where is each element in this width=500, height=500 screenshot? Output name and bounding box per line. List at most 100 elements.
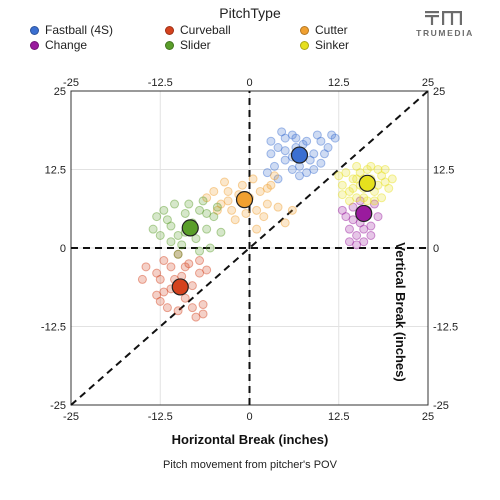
pitch-point bbox=[198, 300, 208, 310]
pitch-point bbox=[230, 215, 240, 225]
y-tick-label-left: -25 bbox=[50, 400, 66, 412]
pitch-point bbox=[155, 274, 165, 284]
y-tick-label-left: 0 bbox=[60, 243, 66, 255]
legend-title: PitchType bbox=[219, 5, 281, 21]
pitch-point bbox=[180, 208, 190, 218]
pitch-point bbox=[266, 149, 276, 159]
x-tick-label-bottom: 25 bbox=[422, 411, 434, 423]
pitch-point bbox=[162, 303, 172, 313]
legend-swatch-icon bbox=[165, 40, 174, 50]
x-tick-label-bottom: -25 bbox=[63, 411, 79, 423]
pitch-point bbox=[223, 186, 233, 196]
pitch-point bbox=[166, 237, 176, 247]
pitch-point bbox=[312, 130, 322, 140]
pitch-point bbox=[202, 193, 212, 203]
brand-name: TRUMEDIA bbox=[416, 28, 474, 38]
pitch-point bbox=[359, 237, 369, 247]
x-tick-label-top: 12.5 bbox=[328, 77, 349, 89]
pitch-point bbox=[212, 205, 222, 215]
y-tick-label-right: 0 bbox=[433, 243, 439, 255]
pitch-point bbox=[227, 205, 237, 215]
pitch-point bbox=[330, 133, 340, 143]
pitch-point bbox=[137, 274, 147, 284]
pitch-point bbox=[341, 168, 351, 178]
pitch-point bbox=[294, 171, 304, 181]
pitch-point bbox=[191, 312, 201, 322]
pitch-point bbox=[384, 183, 394, 193]
pitch-point bbox=[191, 234, 201, 244]
pitch-point bbox=[348, 215, 358, 225]
trumedia-logo-icon bbox=[425, 11, 462, 25]
pitch-point bbox=[277, 127, 287, 137]
pitch-point bbox=[377, 171, 387, 181]
pitch-point bbox=[177, 240, 187, 250]
pitch-point bbox=[152, 290, 162, 300]
legend-label: Change bbox=[45, 38, 88, 52]
x-tick-label-bottom: 12.5 bbox=[328, 411, 349, 423]
pitch-point bbox=[369, 199, 379, 209]
pitch-point bbox=[262, 183, 272, 193]
pitch-point bbox=[180, 293, 190, 303]
pitch-point bbox=[348, 183, 358, 193]
pitch-point bbox=[344, 224, 354, 234]
pitch-point bbox=[280, 146, 290, 156]
pitch-point bbox=[180, 262, 190, 272]
pitch-point bbox=[259, 212, 269, 222]
pitch-point bbox=[195, 256, 205, 266]
x-tick-label-top: 0 bbox=[246, 77, 252, 89]
pitch-point bbox=[212, 202, 222, 212]
pitch-point bbox=[155, 296, 165, 306]
pitch-point bbox=[152, 212, 162, 222]
pitch-point bbox=[309, 149, 319, 159]
pitch-point bbox=[202, 265, 212, 275]
legend-swatch-icon bbox=[165, 25, 174, 35]
pitch-point bbox=[380, 177, 390, 187]
pitch-point bbox=[334, 171, 344, 181]
legend-label: Fastball (4S) bbox=[45, 23, 114, 37]
pitch-point bbox=[195, 205, 205, 215]
pitch-point bbox=[166, 221, 176, 231]
legend-item: Sinker bbox=[300, 38, 349, 52]
pitch-point bbox=[148, 224, 158, 234]
legend-label: Sinker bbox=[315, 38, 350, 52]
legend-swatch-icon bbox=[30, 25, 39, 35]
pitch-point bbox=[173, 249, 183, 259]
pitch-point bbox=[187, 303, 197, 313]
legend-item: Fastball (4S) bbox=[30, 23, 113, 37]
pitch-point bbox=[316, 158, 326, 168]
pitch-point bbox=[366, 161, 376, 171]
pitch-point bbox=[159, 287, 169, 297]
pitch-average-marker bbox=[171, 278, 189, 296]
pitch-average-marker bbox=[355, 204, 373, 223]
pitch-point bbox=[184, 259, 194, 269]
pitch-point bbox=[252, 224, 262, 234]
y-axis-title: Vertical Break (inches) bbox=[393, 242, 408, 382]
pitch-point bbox=[241, 208, 251, 218]
pitch-point bbox=[348, 202, 358, 212]
pitch-point bbox=[287, 130, 297, 140]
pitch-point bbox=[266, 136, 276, 146]
pitch-point bbox=[355, 196, 365, 206]
chart-subtitle: Pitch movement from pitcher's POV bbox=[163, 459, 337, 471]
reference-line bbox=[70, 90, 429, 406]
pitch-point bbox=[341, 212, 351, 222]
pitch-point bbox=[220, 177, 230, 187]
pitch-point bbox=[352, 230, 362, 240]
legend-swatch-icon bbox=[300, 25, 309, 35]
pitch-point bbox=[337, 180, 347, 190]
pitch-point bbox=[255, 186, 265, 196]
pitch-point bbox=[187, 281, 197, 291]
pitch-point bbox=[323, 143, 333, 153]
pitch-point bbox=[291, 133, 301, 143]
pitch-point bbox=[280, 133, 290, 143]
pitch-point bbox=[302, 168, 312, 178]
x-tick-label-bottom: 0 bbox=[246, 411, 252, 423]
legend-label: Cutter bbox=[315, 23, 348, 37]
legend-swatch-icon bbox=[30, 40, 39, 50]
legend-item: Slider bbox=[165, 38, 211, 52]
pitch-point bbox=[309, 165, 319, 174]
pitch-point bbox=[352, 240, 362, 250]
pitch-point bbox=[362, 165, 372, 174]
pitch-point bbox=[366, 221, 376, 231]
pitch-point bbox=[373, 212, 383, 222]
